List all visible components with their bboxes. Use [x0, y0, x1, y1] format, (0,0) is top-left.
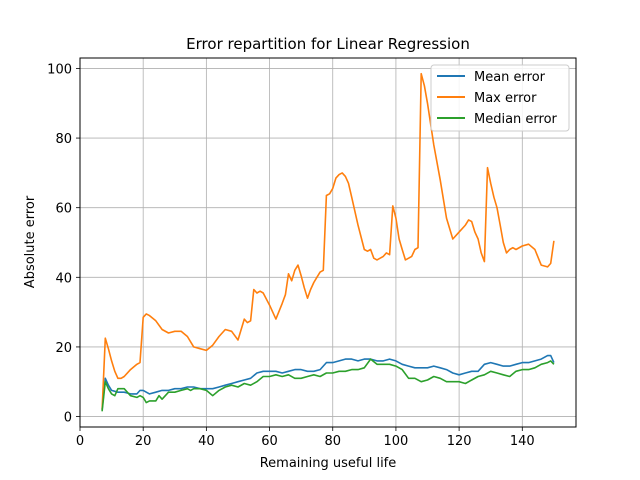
x-tick-label: 60 — [261, 434, 278, 449]
x-tick-label: 80 — [324, 434, 341, 449]
y-tick-label: 80 — [55, 132, 72, 147]
chart-title: Error repartition for Linear Regression — [186, 35, 470, 53]
y-tick-label: 60 — [55, 202, 72, 217]
legend-label-mean-error: Mean error — [474, 70, 546, 85]
x-tick-label: 20 — [135, 434, 152, 449]
legend-label-median-error: Median error — [474, 112, 558, 127]
legend-box — [430, 64, 570, 132]
x-tick-label: 40 — [198, 434, 215, 449]
y-tick-label: 0 — [64, 411, 72, 426]
series-line-max-error — [101, 72, 555, 410]
y-axis-ticks: 0 20 40 60 80 100 — [47, 62, 80, 426]
series-line-mean-error — [101, 354, 555, 410]
series-lines — [101, 72, 555, 412]
y-tick-label: 100 — [47, 62, 72, 77]
x-axis-label: Remaining useful life — [260, 456, 397, 471]
series-line-median-error — [101, 358, 555, 412]
legend-label-max-error: Max error — [474, 91, 537, 106]
y-axis-label: Absolute error — [23, 195, 38, 288]
x-tick-label: 0 — [76, 434, 84, 449]
legend: Mean error Max error Median error — [430, 64, 570, 132]
x-axis-ticks: 0 20 40 60 80 100 120 140 — [76, 427, 535, 449]
x-tick-label: 100 — [384, 434, 409, 449]
x-tick-label: 120 — [447, 434, 472, 449]
y-tick-label: 20 — [55, 341, 72, 356]
x-tick-label: 140 — [510, 434, 535, 449]
plot-frame — [79, 57, 577, 428]
y-tick-label: 40 — [55, 271, 72, 286]
